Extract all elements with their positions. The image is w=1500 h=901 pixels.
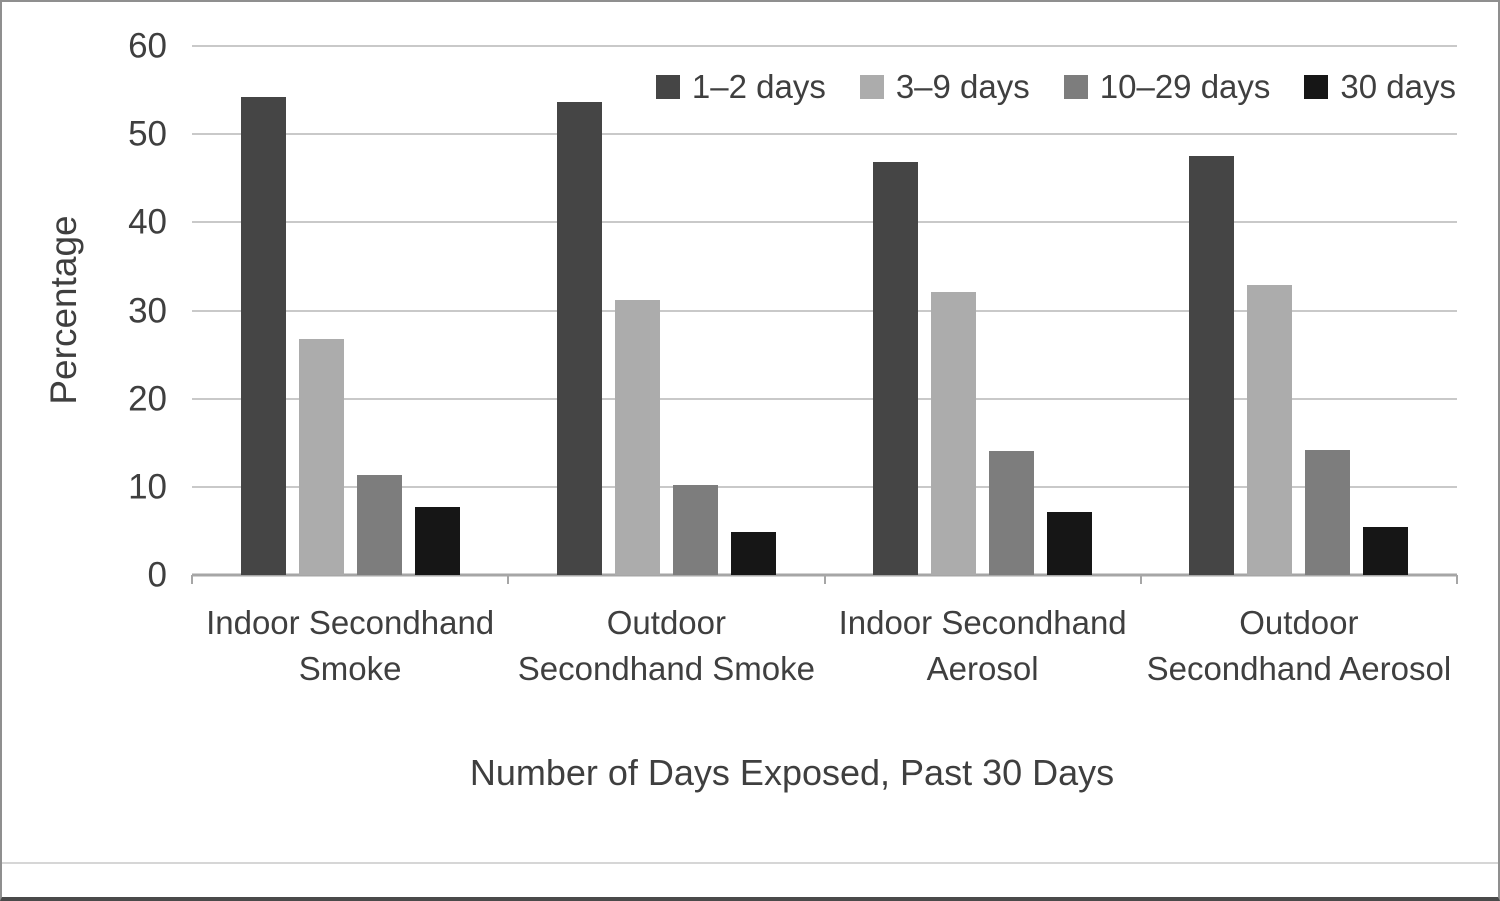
legend-label: 3–9 days	[895, 68, 1030, 105]
bar-group	[1141, 46, 1457, 575]
legend-swatch	[1063, 75, 1088, 99]
category-boundary-tick	[1456, 575, 1458, 584]
y-axis-title: Percentage	[43, 215, 84, 405]
legend-swatch	[859, 75, 884, 99]
legend: 1–2 days 3–9 days 10–29 days 30 days	[655, 68, 1456, 106]
x-category-label-line: Aerosol	[926, 650, 1039, 687]
bar	[414, 507, 460, 575]
x-category-label-line: Outdoor	[1239, 604, 1359, 641]
gridline	[192, 45, 1457, 47]
y-tick-label: 50	[128, 114, 167, 154]
chart-frame	[2, 2, 1498, 864]
x-category-label-line: Secondhand Aerosol	[1146, 650, 1452, 687]
bar	[1247, 284, 1293, 575]
x-category-label-line: Outdoor	[606, 604, 726, 641]
gridline	[192, 309, 1457, 312]
legend-item: 3–9 days	[859, 68, 1030, 106]
y-tick-label: 20	[128, 379, 167, 419]
category-boundary-tick	[191, 575, 193, 584]
x-category-label-line: Indoor Secondhand	[838, 604, 1127, 641]
y-tick-label: 40	[128, 202, 167, 242]
x-category-label: Indoor Secondhand Smoke	[192, 600, 508, 692]
legend-item: 30 days	[1304, 68, 1456, 106]
bar-group	[825, 46, 1141, 575]
bar	[240, 97, 286, 575]
y-axis-tick-labels: 0 10 20 30 40 50 60	[92, 29, 167, 593]
x-axis-title: Number of Days Exposed, Past 30 Days	[469, 752, 1115, 793]
bar-group	[192, 46, 508, 575]
bar	[614, 299, 660, 575]
x-category-label: Outdoor Secondhand Aerosol	[1141, 600, 1457, 692]
x-category-label: Indoor Secondhand Aerosol	[825, 600, 1141, 692]
bar-group	[508, 46, 824, 575]
y-tick-label: 60	[128, 26, 167, 66]
gridline	[192, 485, 1457, 488]
plot-area	[191, 45, 1458, 584]
gridline	[192, 133, 1457, 136]
bar	[989, 450, 1035, 575]
bar	[672, 485, 718, 575]
bar	[356, 474, 402, 575]
legend-swatch	[1304, 75, 1329, 99]
legend-swatch	[655, 75, 680, 99]
x-category-label-line: Secondhand Smoke	[517, 650, 815, 687]
bar	[873, 162, 919, 575]
x-axis-category-labels: Indoor Secondhand Smoke Outdoor Secondhand …	[192, 600, 1457, 700]
gridline	[192, 397, 1457, 400]
bar	[1047, 512, 1093, 575]
category-boundary-tick	[823, 575, 826, 584]
gridline	[192, 221, 1457, 224]
category-boundary-tick	[507, 575, 510, 584]
x-category-label-line: Indoor Secondhand	[206, 604, 495, 641]
legend-item: 1–2 days	[655, 68, 826, 106]
y-tick-label: 0	[147, 555, 167, 595]
y-tick-label: 30	[128, 291, 167, 330]
bar	[1189, 156, 1235, 575]
bar	[298, 338, 344, 575]
y-tick-label: 10	[128, 467, 167, 507]
bar	[931, 292, 977, 575]
legend-label: 10–29 days	[1099, 68, 1271, 105]
bar	[556, 102, 602, 575]
x-category-label-line: Smoke	[298, 650, 402, 687]
bar	[1305, 449, 1351, 575]
bar	[1363, 527, 1409, 575]
legend-label: 30 days	[1340, 68, 1456, 105]
x-category-label: Outdoor Secondhand Smoke	[508, 600, 824, 692]
legend-label: 1–2 days	[691, 68, 826, 105]
category-boundary-tick	[1139, 575, 1142, 584]
legend-item: 10–29 days	[1063, 68, 1271, 106]
bar	[730, 531, 776, 575]
